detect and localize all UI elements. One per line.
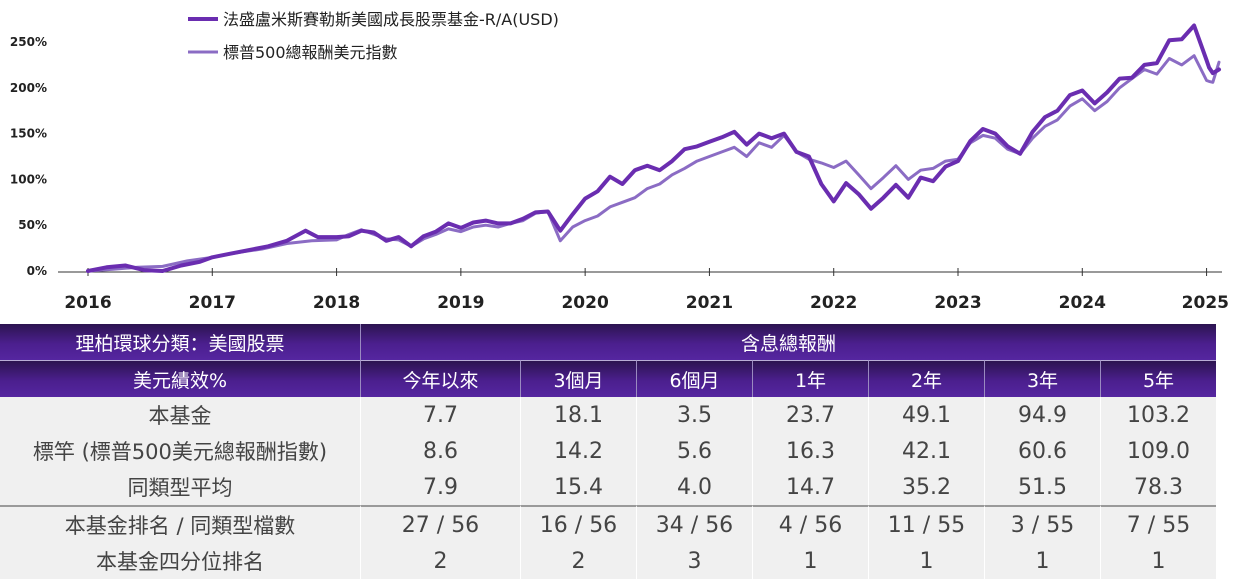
y-tick-label: 100% xyxy=(10,172,47,186)
y-tick-label: 0% xyxy=(27,264,47,278)
table-cell: 34 / 56 xyxy=(636,505,752,543)
legend-label: 法盛盧米斯賽勒斯美國成長股票基金-R/A(USD) xyxy=(223,10,559,29)
table-cell: 14.7 xyxy=(752,469,868,505)
period-header: 6個月 xyxy=(636,360,752,397)
table-cell: 5.6 xyxy=(636,433,752,469)
x-tick-label: 2018 xyxy=(313,293,360,313)
table-cell: 27 / 56 xyxy=(360,505,520,543)
table-cell: 11 / 55 xyxy=(868,505,984,543)
table-cell: 3 xyxy=(636,543,752,579)
table-cell: 1 xyxy=(868,543,984,579)
row-label: 標竿 (標普500美元總報酬指數) xyxy=(0,433,360,469)
table-row: 本基金四分位排名 2 2 3 1 1 1 1 xyxy=(0,543,1216,579)
period-header: 1年 xyxy=(752,360,868,397)
x-tick-label: 2023 xyxy=(934,293,981,313)
y-tick-label: 200% xyxy=(10,81,47,95)
benchmark-series-line xyxy=(86,54,1221,273)
table-cell: 35.2 xyxy=(868,469,984,505)
y-axis: 0% 50% 100% 150% 200% 250% xyxy=(10,35,47,278)
period-header: 今年以來 xyxy=(360,360,520,397)
period-header: 2年 xyxy=(868,360,984,397)
legend-label: 標普500總報酬美元指數 xyxy=(223,43,398,62)
table-cell: 7 / 55 xyxy=(1100,505,1216,543)
period-header: 3個月 xyxy=(520,360,636,397)
table-cell: 2 xyxy=(520,543,636,579)
row-label: 同類型平均 xyxy=(0,469,360,505)
table-row: 本基金 7.7 18.1 3.5 23.7 49.1 94.9 103.2 xyxy=(0,397,1216,433)
row-header-label: 美元績效% xyxy=(0,360,360,397)
group-header: 含息總報酬 xyxy=(360,324,1216,360)
x-tick-label: 2019 xyxy=(437,293,484,313)
chart-legend: 法盛盧米斯賽勒斯美國成長股票基金-R/A(USD) 標普500總報酬美元指數 xyxy=(188,10,559,62)
table-row: 標竿 (標普500美元總報酬指數) 8.6 14.2 5.6 16.3 42.1… xyxy=(0,433,1216,469)
row-label: 本基金排名 / 同類型檔數 xyxy=(0,505,360,543)
x-tick-label: 2016 xyxy=(64,293,111,313)
table-row: 本基金排名 / 同類型檔數 27 / 56 16 / 56 34 / 56 4 … xyxy=(0,505,1216,543)
table-cell: 8.6 xyxy=(360,433,520,469)
table-cell: 109.0 xyxy=(1100,433,1216,469)
y-tick-label: 150% xyxy=(10,127,47,141)
category-label: 理柏環球分類：美國股票 xyxy=(0,324,360,360)
table-cell: 7.7 xyxy=(360,397,520,433)
table-cell: 2 xyxy=(360,543,520,579)
table-cell: 3.5 xyxy=(636,397,752,433)
x-tick-label: 2025 xyxy=(1182,293,1229,313)
table-row: 同類型平均 7.9 15.4 4.0 14.7 35.2 51.5 78.3 xyxy=(0,469,1216,505)
performance-table: 理柏環球分類：美國股票 含息總報酬 美元績效% 今年以來 3個月 6個月 1年 … xyxy=(0,324,1216,579)
table-cell: 4.0 xyxy=(636,469,752,505)
table-cell: 78.3 xyxy=(1100,469,1216,505)
table-cell: 16 / 56 xyxy=(520,505,636,543)
table-cell: 3 / 55 xyxy=(984,505,1100,543)
x-tick-label: 2021 xyxy=(686,293,733,313)
row-label: 本基金四分位排名 xyxy=(0,543,360,579)
table-cell: 15.4 xyxy=(520,469,636,505)
period-header: 5年 xyxy=(1100,360,1216,397)
y-tick-label: 50% xyxy=(18,218,47,232)
table-cell: 49.1 xyxy=(868,397,984,433)
table-cell: 16.3 xyxy=(752,433,868,469)
x-tick-label: 2017 xyxy=(189,293,236,313)
table-cell: 1 xyxy=(984,543,1100,579)
table-cell: 7.9 xyxy=(360,469,520,505)
x-axis: 2016 2017 2018 2019 2020 2021 2022 2023 2024 2025 xyxy=(58,268,1229,313)
table-header-row-2: 美元績效% 今年以來 3個月 6個月 1年 2年 3年 5年 xyxy=(0,360,1216,397)
table-cell: 60.6 xyxy=(984,433,1100,469)
table-cell: 4 / 56 xyxy=(752,505,868,543)
table-cell: 42.1 xyxy=(868,433,984,469)
table-cell: 1 xyxy=(1100,543,1216,579)
x-tick-label: 2024 xyxy=(1059,293,1106,313)
table-cell: 51.5 xyxy=(984,469,1100,505)
table-cell: 94.9 xyxy=(984,397,1100,433)
table-cell: 14.2 xyxy=(520,433,636,469)
table-cell: 1 xyxy=(752,543,868,579)
table-cell: 18.1 xyxy=(520,397,636,433)
x-tick-label: 2020 xyxy=(561,293,608,313)
table-cell: 23.7 xyxy=(752,397,868,433)
x-tick-label: 2022 xyxy=(810,293,857,313)
table-cell: 103.2 xyxy=(1100,397,1216,433)
performance-line-chart: 法盛盧米斯賽勒斯美國成長股票基金-R/A(USD) 標普500總報酬美元指數 0%… xyxy=(10,10,1229,313)
period-header: 3年 xyxy=(984,360,1100,397)
fund-series-line xyxy=(86,23,1221,273)
table-header-row-1: 理柏環球分類：美國股票 含息總報酬 xyxy=(0,324,1216,360)
y-tick-label: 250% xyxy=(10,35,47,49)
series-lines xyxy=(86,23,1221,273)
row-label: 本基金 xyxy=(0,397,360,433)
